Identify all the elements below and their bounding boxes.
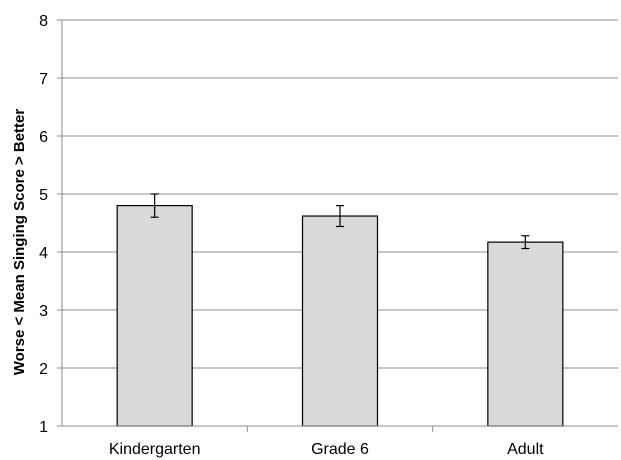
y-tick-label: 8	[39, 13, 48, 30]
y-tick-label: 2	[39, 361, 48, 378]
x-category-label: Kindergarten	[109, 441, 201, 458]
x-category-label: Grade 6	[311, 441, 369, 458]
y-tick-label: 3	[39, 303, 48, 320]
bar-grade-6	[301, 215, 379, 427]
y-tick-label: 6	[39, 129, 48, 146]
y-axis-title: Worse < Mean Singing Score > Better	[11, 109, 28, 376]
bar-kindergarten	[116, 205, 193, 427]
bar-adult	[487, 241, 564, 427]
axes	[57, 19, 618, 432]
error-bars	[150, 193, 530, 250]
y-tick-label: 1	[39, 419, 48, 436]
y-tick-label: 5	[39, 187, 48, 204]
bars	[116, 205, 564, 427]
y-tick-label: 4	[39, 245, 48, 262]
labels: 1 2 3 4 5 6 7 8 Kindergarten Grade 6 Adult	[39, 13, 544, 458]
y-tick-label: 7	[39, 71, 48, 88]
x-category-label: Adult	[507, 441, 544, 458]
